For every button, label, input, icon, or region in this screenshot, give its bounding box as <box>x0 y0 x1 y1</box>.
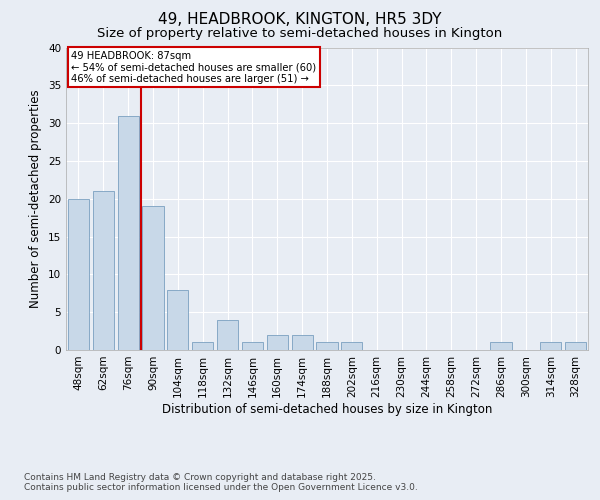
Text: Contains HM Land Registry data © Crown copyright and database right 2025.
Contai: Contains HM Land Registry data © Crown c… <box>24 473 418 492</box>
Text: 49 HEADBROOK: 87sqm
← 54% of semi-detached houses are smaller (60)
46% of semi-d: 49 HEADBROOK: 87sqm ← 54% of semi-detach… <box>71 50 316 84</box>
Bar <box>217 320 238 350</box>
X-axis label: Distribution of semi-detached houses by size in Kington: Distribution of semi-detached houses by … <box>162 402 492 415</box>
Bar <box>490 342 512 350</box>
Bar <box>292 335 313 350</box>
Bar <box>118 116 139 350</box>
Bar <box>267 335 288 350</box>
Text: Size of property relative to semi-detached houses in Kington: Size of property relative to semi-detach… <box>97 28 503 40</box>
Bar <box>192 342 213 350</box>
Bar <box>142 206 164 350</box>
Y-axis label: Number of semi-detached properties: Number of semi-detached properties <box>29 90 43 308</box>
Bar <box>316 342 338 350</box>
Bar <box>93 191 114 350</box>
Bar <box>167 290 188 350</box>
Bar <box>565 342 586 350</box>
Bar <box>341 342 362 350</box>
Text: 49, HEADBROOK, KINGTON, HR5 3DY: 49, HEADBROOK, KINGTON, HR5 3DY <box>158 12 442 28</box>
Bar <box>540 342 561 350</box>
Bar <box>242 342 263 350</box>
Bar <box>68 198 89 350</box>
